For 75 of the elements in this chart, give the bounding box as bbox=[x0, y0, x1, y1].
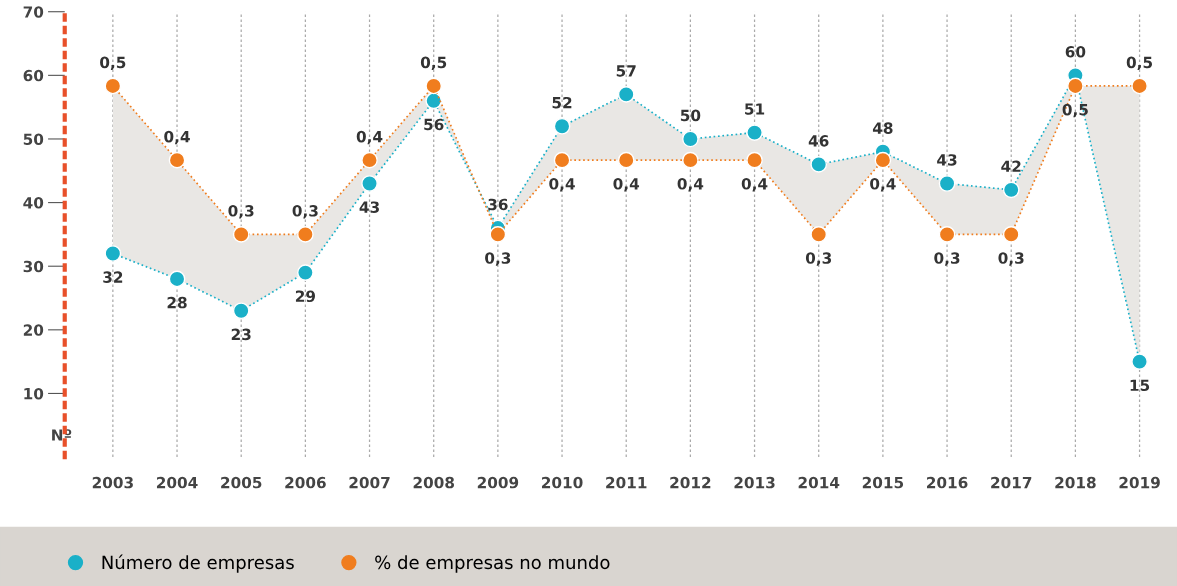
data-label: 46 bbox=[808, 135, 829, 147]
data-label: 0,3 bbox=[934, 252, 960, 266]
point bbox=[553, 117, 571, 135]
x-tick-label: 2017 bbox=[991, 476, 1032, 489]
data-label: 36 bbox=[488, 198, 508, 211]
point bbox=[938, 175, 956, 192]
data-label: 0,5 bbox=[420, 56, 447, 71]
data-label: 28 bbox=[167, 296, 187, 309]
x-tick-label: 2010 bbox=[541, 476, 583, 489]
x-tick-label: 2009 bbox=[477, 476, 519, 489]
data-label: 32 bbox=[103, 271, 123, 283]
y-axis-title: Nº bbox=[52, 429, 72, 441]
y-tick-label: 20 bbox=[23, 324, 44, 336]
data-label: 0,4 bbox=[356, 130, 383, 145]
x-tick-label: 2015 bbox=[862, 476, 904, 489]
y-tick-label: 30 bbox=[23, 260, 44, 273]
x-tick-label: 2007 bbox=[349, 476, 390, 489]
x-tick-label: 2014 bbox=[798, 476, 840, 489]
data-label: 0,4 bbox=[549, 178, 575, 192]
data-label: 23 bbox=[231, 328, 251, 341]
x-tick-label: 2004 bbox=[156, 476, 198, 489]
data-label: 42 bbox=[1001, 160, 1021, 172]
x-tick-label: 2019 bbox=[1119, 476, 1160, 489]
y-tick-label: 10 bbox=[24, 387, 44, 400]
point bbox=[1002, 181, 1020, 199]
x-tick-label: 2012 bbox=[670, 476, 711, 489]
data-label: 50 bbox=[680, 109, 701, 122]
data-label: 0,5 bbox=[1126, 56, 1153, 71]
data-label: 48 bbox=[872, 122, 893, 134]
x-tick-label: 2005 bbox=[221, 476, 262, 489]
point bbox=[232, 302, 250, 320]
x-tick-label: 2018 bbox=[1055, 476, 1096, 489]
data-label: 0,4 bbox=[164, 130, 190, 145]
legend-label: % de empresas no mundo bbox=[375, 555, 610, 573]
x-tick-label: 2011 bbox=[606, 476, 647, 489]
y-tick-label: 60 bbox=[23, 69, 44, 82]
data-label: 0,4 bbox=[613, 178, 640, 192]
point bbox=[425, 92, 443, 110]
point bbox=[682, 130, 699, 148]
point bbox=[168, 270, 186, 288]
x-tick-label: 2016 bbox=[927, 476, 968, 489]
data-label: 51 bbox=[745, 103, 765, 115]
x-tick-label: 2013 bbox=[734, 476, 775, 489]
point bbox=[104, 245, 122, 262]
data-label: 0,3 bbox=[998, 252, 1024, 266]
x-tick-label: 2006 bbox=[285, 476, 326, 489]
data-label: 56 bbox=[424, 118, 444, 131]
point bbox=[1131, 353, 1148, 370]
data-label: 15 bbox=[1130, 379, 1150, 392]
legend-label: Número de empresas bbox=[102, 554, 294, 573]
point bbox=[361, 175, 378, 192]
data-label: 29 bbox=[295, 290, 316, 303]
data-label: 0,3 bbox=[228, 205, 254, 219]
data-label: 57 bbox=[616, 65, 636, 77]
y-tick-label: 40 bbox=[23, 197, 44, 209]
data-label: 60 bbox=[1065, 46, 1086, 58]
data-label: 0,3 bbox=[292, 205, 318, 219]
x-tick-label: 2003 bbox=[92, 476, 133, 489]
data-label: 0,4 bbox=[677, 178, 704, 192]
point bbox=[746, 124, 763, 141]
data-label: 0,4 bbox=[870, 178, 896, 192]
point bbox=[617, 86, 635, 103]
data-label: 0,3 bbox=[485, 252, 511, 266]
y-tick-label: 50 bbox=[23, 133, 44, 145]
data-label: 0,3 bbox=[805, 252, 832, 266]
data-label: 0,4 bbox=[741, 178, 768, 192]
data-label: 0,5 bbox=[100, 56, 126, 71]
y-tick-label: 70 bbox=[23, 6, 44, 18]
data-label: 52 bbox=[552, 96, 572, 109]
point bbox=[297, 264, 314, 281]
data-label: 0,5 bbox=[1062, 103, 1088, 118]
x-tick-label: 2008 bbox=[413, 476, 455, 489]
point bbox=[810, 156, 828, 173]
data-label: 43 bbox=[359, 201, 379, 213]
data-label: 43 bbox=[937, 154, 957, 166]
